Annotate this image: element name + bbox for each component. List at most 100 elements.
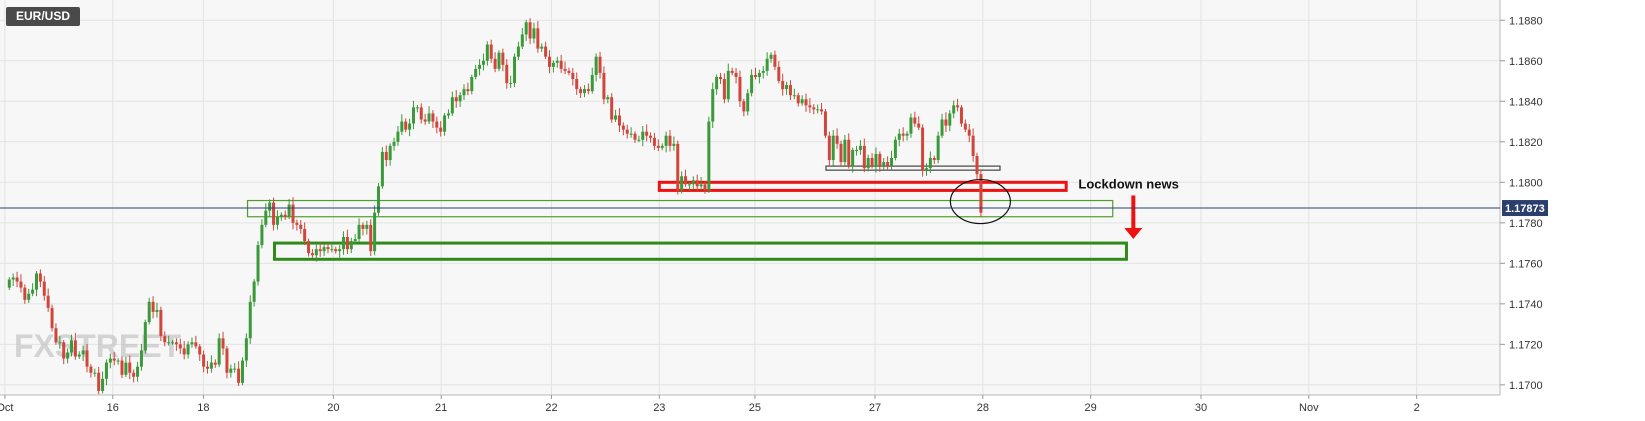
candle-body [917,123,921,128]
candle-body [967,129,971,136]
candle-body [684,176,688,185]
candle-body [116,360,120,362]
candle-body [707,121,711,191]
x-tick-label: 27 [869,402,881,414]
candle-body [167,342,171,344]
candle-body [314,249,318,256]
candle-body [283,214,287,217]
candle-body [194,342,198,347]
candle-body [551,62,555,67]
zone-box [246,199,1114,218]
candle-body [726,70,730,100]
candle-body [279,214,283,217]
candle-body [462,89,466,96]
candle-body [944,119,948,126]
candle-body [159,309,163,337]
candle-body [233,368,237,370]
candle-body [730,70,734,73]
candle-body [598,56,602,73]
candle-body [575,79,579,90]
candle-body [773,54,777,67]
candle-body [579,89,583,94]
candle-body [46,295,50,308]
candle-body [85,350,89,367]
candle-body [901,133,905,136]
candle-body [555,60,559,63]
candle-body [120,360,124,375]
zone-box [273,241,1128,261]
candle-body [715,76,719,90]
highlight-circle [949,178,1011,225]
candle-body [388,145,392,161]
candle-body [676,143,680,191]
candle-body [365,224,369,229]
candle-body [62,342,66,359]
candle-body [497,52,501,69]
candle-body [691,180,695,185]
y-tick-label: 1.1700 [1509,380,1543,392]
x-tick-label: 21 [435,402,447,414]
candle-body [221,338,225,349]
candle-body [299,224,303,229]
candle-body [711,89,715,122]
candle-body [746,93,750,112]
candle-body [415,107,419,109]
candle-body [792,95,796,97]
candle-body [734,72,738,77]
y-tick-label: 1.1740 [1509,299,1543,311]
candle-body [450,97,454,114]
candle-body [155,309,159,312]
candle-body [897,133,901,140]
candle-body [307,241,311,254]
candle-body [31,289,35,294]
candle-body [252,281,256,302]
candle-body [295,222,299,225]
current-price-tag [1502,200,1548,217]
candle-body [761,70,765,73]
candle-body [652,137,656,146]
arrow-head [1124,228,1143,240]
candle-body [69,340,73,353]
candle-body [27,293,31,300]
candle-body [831,135,835,161]
candle-body [89,366,93,373]
candle-body [237,368,241,383]
candle-body [81,350,85,355]
candle-body [256,245,260,282]
y-tick-label: 1.1780 [1509,218,1543,230]
candle-body [921,127,925,171]
candle-body [641,131,645,140]
candle-body [800,99,804,104]
candle-body [369,224,373,252]
y-tick-label: 1.1720 [1509,339,1543,351]
x-tick-label: 28 [977,402,989,414]
candle-body [703,184,707,191]
candle-body [742,101,746,112]
time-axis: Oct 16 18 20 21 22 23 25 27 28 29 30 Nov 2 [0,395,1420,414]
candle-body [540,46,544,49]
x-tick-label: 29 [1085,402,1097,414]
candle-body [866,158,870,169]
candle-body [722,79,726,100]
candle-body [505,64,509,84]
x-tick-label: Nov [1299,402,1319,414]
candle-body [342,237,346,250]
candle-body [913,117,917,124]
y-tick-label: 1.1820 [1509,137,1543,149]
candle-body [886,162,890,167]
candle-body [132,372,136,377]
candle-body [785,85,789,90]
candle-body [633,133,637,140]
annotations: Lockdown news [949,176,1179,240]
candle-body [439,127,443,132]
y-tick-label: 1.1800 [1509,177,1543,189]
candle-body [493,58,497,69]
candle-body [345,237,349,250]
candle-body [567,70,571,73]
candle-body [952,105,956,114]
candle-body [384,151,388,161]
x-tick-label: 2 [1414,402,1420,414]
candle-body [645,131,649,136]
candle-body [520,34,524,47]
